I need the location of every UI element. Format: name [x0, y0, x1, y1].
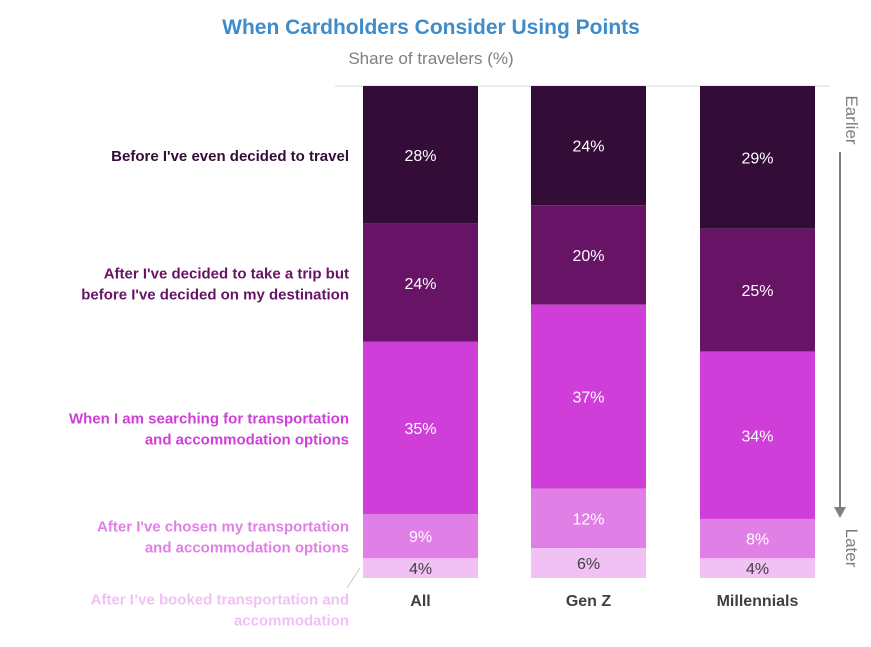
- bar-segment: [531, 488, 646, 549]
- data-label: 28%: [404, 148, 436, 165]
- series-label: and accommodation options: [145, 540, 349, 557]
- series-labels: Before I've even decided to travel After …: [69, 148, 361, 630]
- data-label: 24%: [404, 276, 436, 293]
- category-label: Gen Z: [566, 593, 612, 610]
- data-label: 24%: [572, 139, 604, 156]
- series-label: When I am searching for transportation: [69, 410, 349, 427]
- later-label: Later: [842, 529, 861, 568]
- data-label: 9%: [409, 529, 432, 546]
- bar-segment: [363, 223, 478, 342]
- category-label: All: [410, 593, 430, 610]
- bar-segment: [363, 558, 478, 578]
- data-label: 8%: [746, 532, 769, 549]
- data-label: 12%: [572, 511, 604, 528]
- category-label: Millennials: [717, 593, 799, 610]
- series-label: before I've decided on my destination: [81, 286, 349, 303]
- series-label: After I've chosen my transportation: [97, 519, 349, 536]
- arrow-head-icon: [834, 507, 846, 518]
- bar-segment: [531, 548, 646, 578]
- bar-segment: [700, 86, 815, 229]
- chart-title: When Cardholders Consider Using Points: [222, 16, 640, 39]
- series-label: accommodation: [234, 613, 349, 630]
- category-labels: All Gen Z Millennials: [410, 593, 798, 610]
- leader-line: [346, 567, 361, 589]
- bar-segment: [531, 86, 646, 206]
- earlier-label: Earlier: [842, 95, 861, 144]
- data-label: 34%: [741, 428, 773, 445]
- bar-segment: [363, 514, 478, 559]
- data-label: 4%: [746, 561, 769, 578]
- bar-segment: [700, 518, 815, 559]
- series-label: After I’ve booked transportation and: [91, 592, 349, 609]
- bar-segment: [363, 86, 478, 224]
- data-label: 37%: [572, 390, 604, 407]
- bar-segment: [700, 558, 815, 578]
- data-label: 20%: [572, 248, 604, 265]
- series-label: and accommodation options: [145, 431, 349, 448]
- data-label: 6%: [577, 556, 600, 573]
- bar-segment: [531, 205, 646, 305]
- bar-segment: [363, 341, 478, 515]
- series-label: Before I've even decided to travel: [111, 148, 349, 165]
- data-label: 4%: [409, 561, 432, 578]
- bars: 28% 24% 35% 9% 4% 24% 20% 37% 12% 6% 29% 25% 34% 8% 4%: [363, 86, 815, 578]
- series-label: After I've decided to take a trip but: [104, 265, 349, 282]
- bar-segment: [531, 304, 646, 489]
- time-arrow: Earlier Later: [834, 95, 861, 568]
- chart-subtitle: Share of travelers (%): [348, 49, 513, 68]
- bar-segment: [700, 351, 815, 519]
- data-label: 29%: [741, 150, 773, 167]
- data-label: 25%: [741, 283, 773, 300]
- bar-segment: [700, 228, 815, 352]
- data-label: 35%: [404, 421, 436, 438]
